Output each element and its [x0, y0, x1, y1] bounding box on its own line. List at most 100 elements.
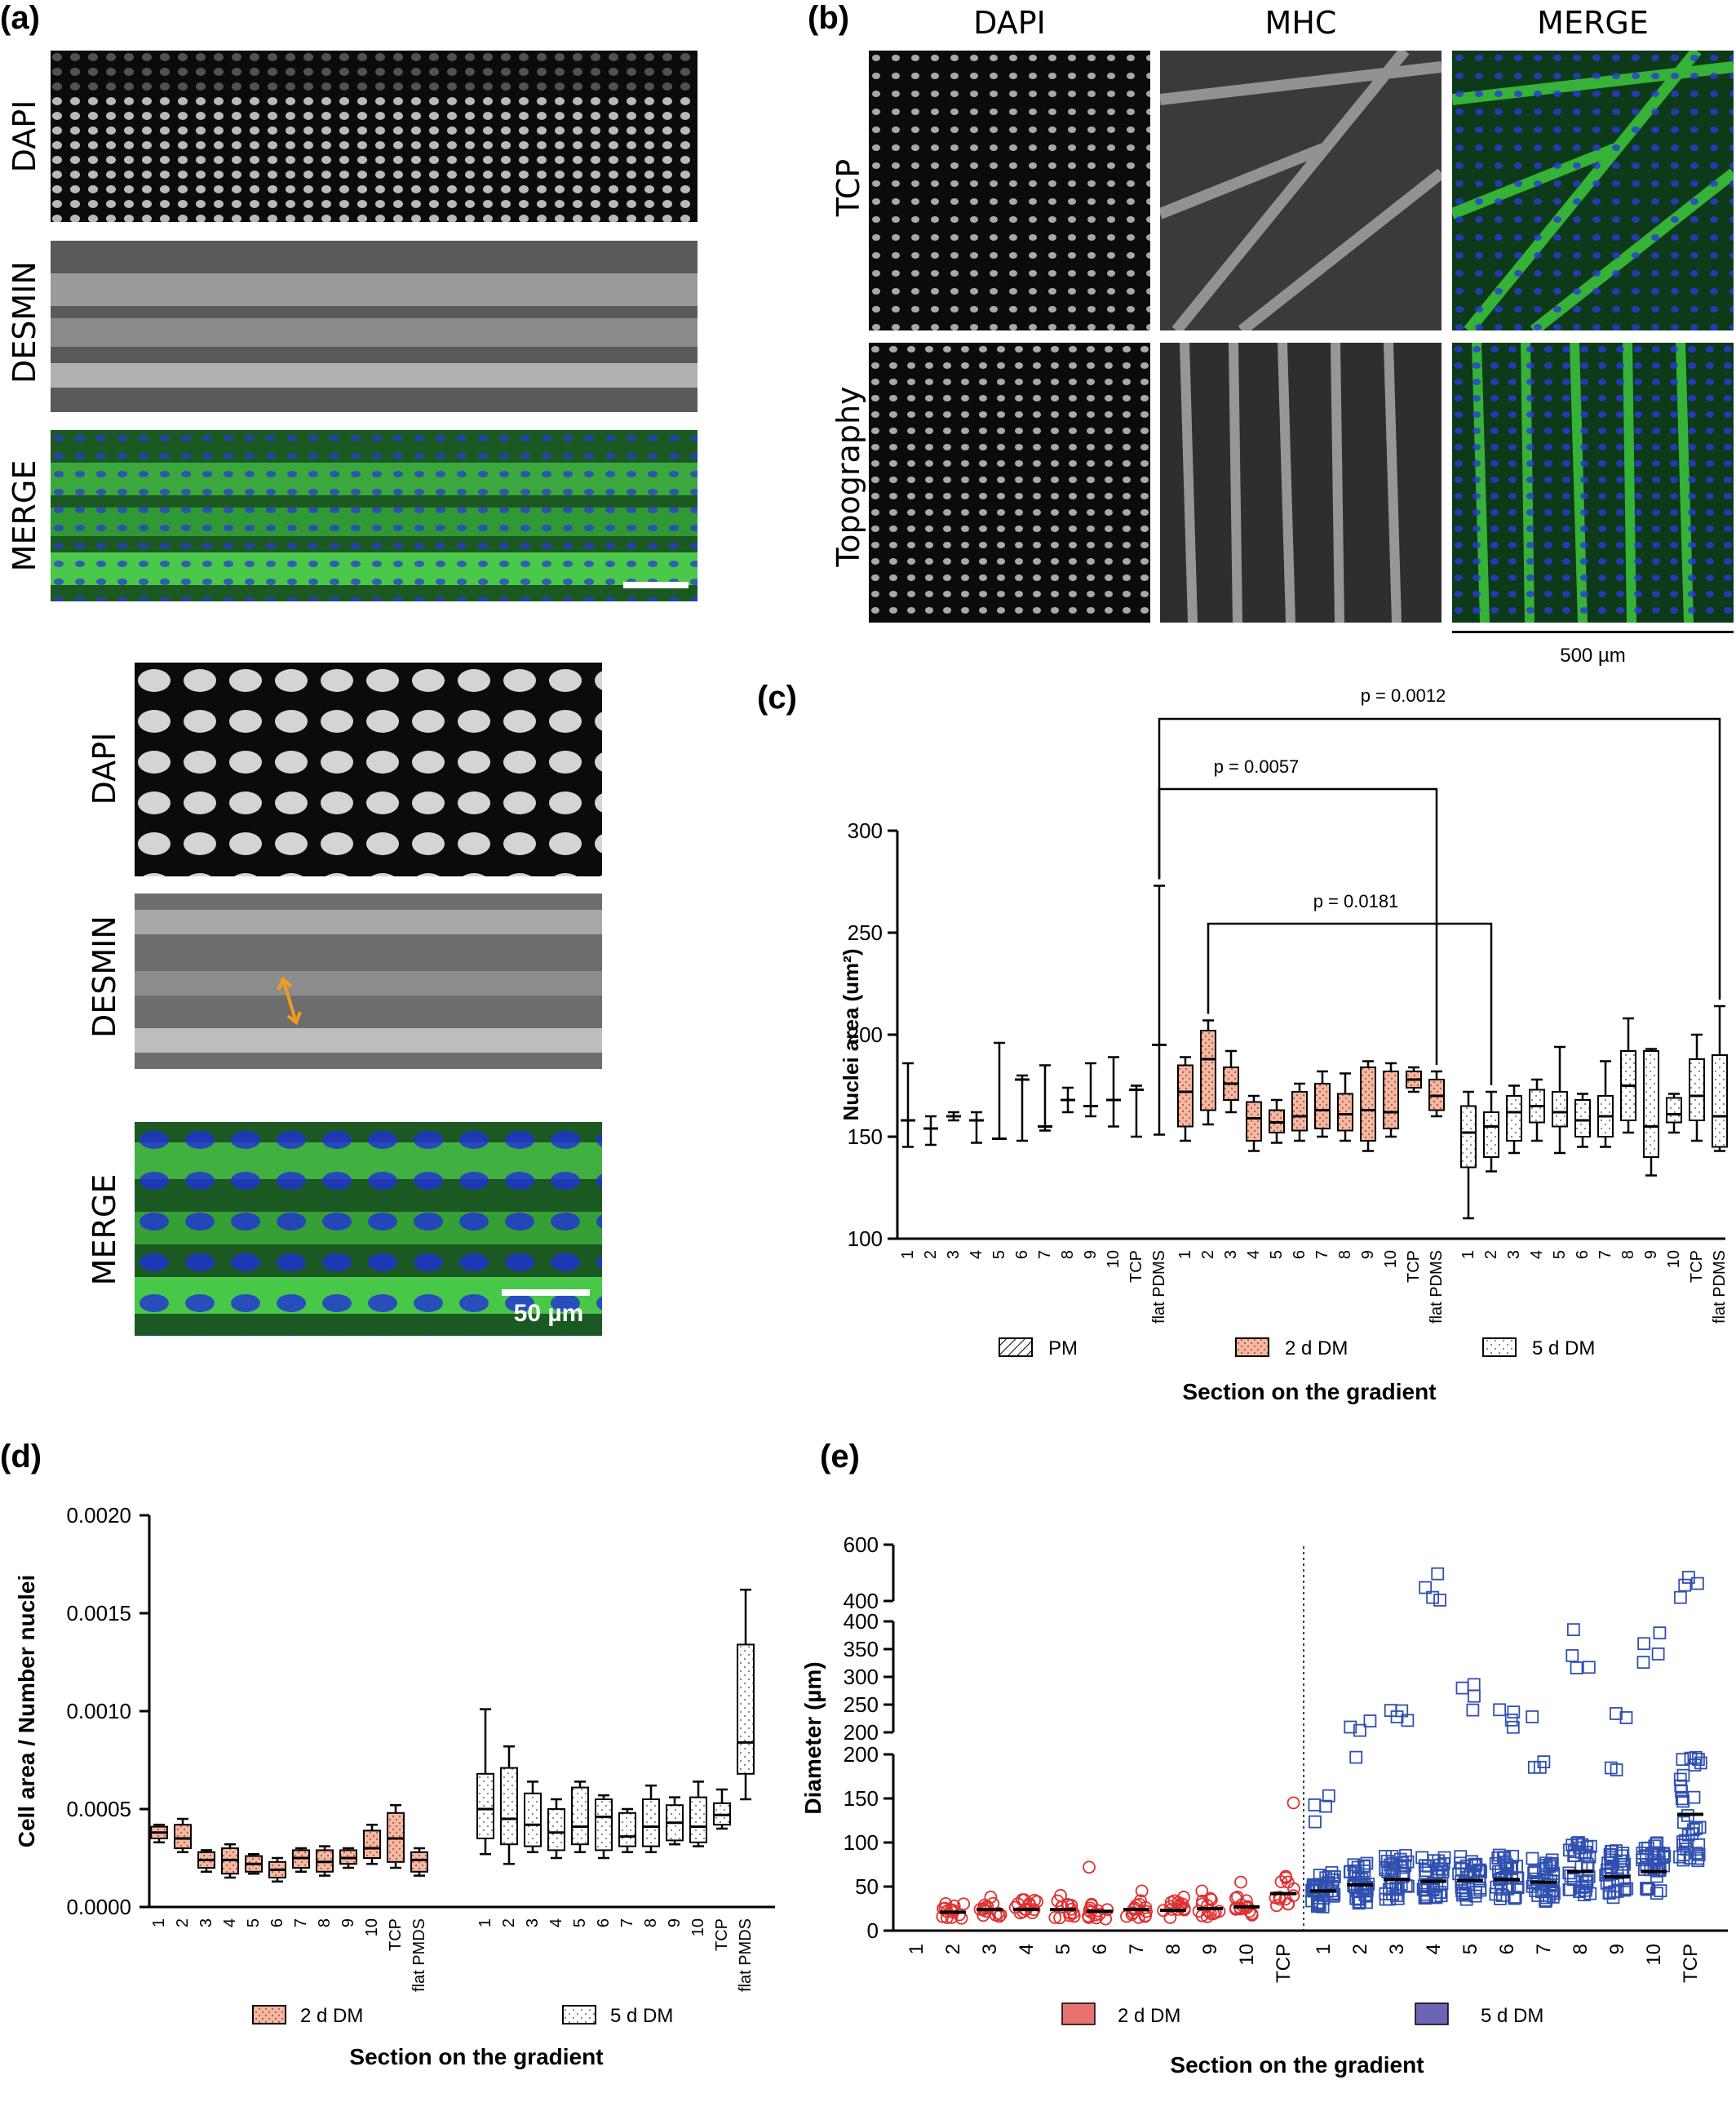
- c-x-tick-label: 8: [1619, 1250, 1637, 1259]
- e-point: [1379, 1849, 1392, 1863]
- e-point: [1309, 1815, 1322, 1829]
- e-point: [1676, 1835, 1690, 1849]
- e-point: [1681, 1571, 1695, 1584]
- e-point: [1469, 1885, 1483, 1899]
- d-x-tick-label: TCP: [713, 1918, 731, 1951]
- e-legend-label: 5 d DM: [1481, 2005, 1543, 2027]
- e-point: [1689, 1750, 1703, 1764]
- d-x-tick-label: 9: [666, 1918, 684, 1927]
- c-y-tick-label: 250: [848, 920, 883, 945]
- e-point: [1650, 1837, 1663, 1851]
- c-box: [1460, 1105, 1477, 1169]
- e-point: [1008, 1900, 1022, 1914]
- d-x-tick-label: 5: [245, 1918, 263, 1927]
- e-x-tick-label: 4: [1423, 1944, 1445, 1954]
- e-point: [1313, 1896, 1326, 1909]
- d-box: [476, 1772, 494, 1840]
- e-y-tick-label: 200: [844, 1742, 879, 1767]
- panel-d-chart: 0.0000 0.0005 0.0010 0.0015 0.0020 Cell area …: [14, 1503, 775, 2069]
- d-y-tick-label: 0.0005: [66, 1797, 131, 1821]
- c-box: [1506, 1095, 1522, 1142]
- d-y-tick-label: 0.0010: [66, 1699, 131, 1723]
- e-point: [1687, 1790, 1701, 1804]
- c-x-tick-label: TCP: [1405, 1250, 1423, 1283]
- e-point: [1545, 1883, 1559, 1897]
- d-x-tick-label: 4: [221, 1918, 239, 1927]
- panel-a-dapi-texture: [51, 51, 698, 222]
- e-point: [1322, 1789, 1335, 1803]
- e-point: [1639, 1849, 1653, 1863]
- c-x-tick-label: 9: [1082, 1250, 1100, 1259]
- e-point: [1455, 1862, 1468, 1876]
- e-point: [1134, 1894, 1147, 1908]
- e-point: [1676, 1794, 1690, 1808]
- c-x-tick-label: TCP: [1127, 1250, 1145, 1283]
- e-x-tick-label: 8: [1570, 1944, 1592, 1954]
- c-x-tick-label: 3: [945, 1250, 963, 1259]
- e-point: [1083, 1901, 1097, 1915]
- c-p-value: p = 0.0012: [1361, 685, 1446, 706]
- e-point: [1308, 1798, 1322, 1812]
- e-point: [1468, 1859, 1482, 1873]
- d-x-tick-label: 3: [197, 1918, 215, 1927]
- panel-b-scale-bar: [1452, 631, 1734, 633]
- c-x-tick-label: 1: [1459, 1250, 1477, 1259]
- panel-c-label: (c): [757, 680, 797, 716]
- c-y-axis-label: Nuclei area (um²): [839, 949, 863, 1121]
- d-x-tick-label: 9: [339, 1918, 357, 1927]
- e-point: [1360, 1889, 1374, 1903]
- d-x-tick-label: 8: [642, 1918, 660, 1927]
- e-point: [1135, 1884, 1149, 1898]
- e-point: [1196, 1894, 1209, 1908]
- e-legend-label: 2 d DM: [1118, 2005, 1180, 2027]
- e-legend-swatch: [1415, 2002, 1449, 2025]
- d-x-tick-label: flat PMDS: [410, 1918, 428, 1992]
- e-point: [1352, 1892, 1366, 1906]
- d-y-tick-label: 0.0000: [66, 1895, 131, 1919]
- e-point: [1566, 1623, 1580, 1637]
- panel-a-zoom-desmin-image: [135, 894, 602, 1069]
- e-point: [1566, 1873, 1580, 1887]
- c-legend-label: PM: [1048, 1337, 1078, 1359]
- e-point: [1506, 1720, 1520, 1734]
- e-point: [1349, 1750, 1363, 1764]
- panel-a-desmin-image: [51, 241, 698, 412]
- e-point: [1434, 1889, 1448, 1903]
- e-point: [1504, 1713, 1518, 1727]
- e-point: [1437, 1851, 1451, 1865]
- panel-b-topo-merge-image: [1452, 343, 1734, 623]
- e-point: [1673, 1772, 1687, 1786]
- e-point: [1360, 1856, 1374, 1870]
- e-point: [1583, 1850, 1596, 1864]
- d-x-tick-label: 6: [268, 1918, 286, 1927]
- c-legend-swatch: [999, 1337, 1033, 1357]
- e-point: [939, 1896, 953, 1910]
- e-point: [1636, 1656, 1650, 1670]
- d-x-tick-label: 4: [547, 1918, 565, 1927]
- e-point: [1344, 1720, 1357, 1734]
- d-x-tick-label: 6: [595, 1918, 613, 1927]
- c-box: [1383, 1071, 1399, 1129]
- c-x-tick-label: 4: [1528, 1250, 1546, 1259]
- e-point: [1610, 1707, 1623, 1720]
- e-point: [1636, 1851, 1650, 1864]
- c-x-tick-label: 1: [899, 1250, 917, 1259]
- e-point: [1686, 1823, 1700, 1837]
- e-y-tick-label: 50: [855, 1874, 879, 1899]
- e-point: [1619, 1711, 1633, 1724]
- panel-a-dapi-image: [51, 51, 698, 222]
- e-point: [1419, 1581, 1433, 1594]
- e-y-tick-label: 250: [844, 1692, 879, 1717]
- panel-b-topo-dapi-texture: [869, 343, 1150, 623]
- panel-b-topo-mhc-texture: [1160, 343, 1442, 623]
- e-point: [1360, 1881, 1374, 1894]
- c-x-tick-label: 8: [1336, 1250, 1354, 1259]
- c-x-tick-label: 10: [1382, 1250, 1400, 1268]
- panel-b-label: (b): [808, 0, 850, 36]
- c-x-tick-label: 1: [1176, 1250, 1194, 1259]
- c-box: [1246, 1101, 1262, 1142]
- c-x-tick-label: 6: [1291, 1250, 1309, 1259]
- e-point: [1574, 1845, 1588, 1859]
- panel-a-zoom-merge-image: 50 µm: [135, 1122, 602, 1336]
